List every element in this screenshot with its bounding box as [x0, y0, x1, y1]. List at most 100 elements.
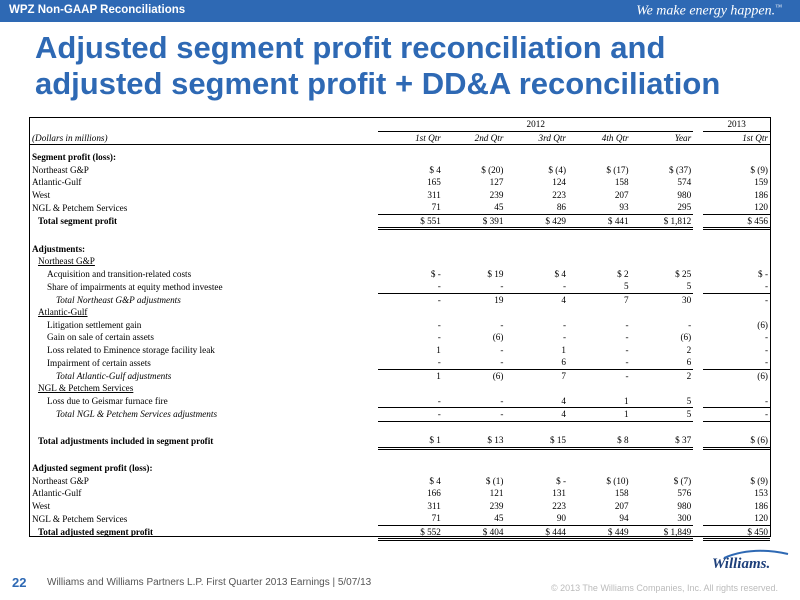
footer-text: Williams and Williams Partners L.P. Firs… [47, 577, 372, 588]
row-label: Impairment of certain assets [47, 357, 151, 368]
table-cell: 124 [552, 177, 567, 188]
table-cell: - [378, 407, 443, 422]
table-cell: $ 13 [442, 434, 506, 450]
table-row: Total NGL & Petchem Services adjustments… [30, 407, 770, 422]
table-row: Total Northeast G&P adjustments - 19 4 7 30 - [30, 293, 770, 306]
williams-logo: Williams. [712, 548, 789, 574]
table-cell: 90 [505, 512, 569, 526]
table-cell: $ 4 [429, 164, 441, 175]
table-cell: (6) [757, 370, 768, 381]
header-bar: WPZ Non-GAAP Reconciliations We make ene… [0, 0, 800, 22]
table-cell: - [764, 294, 768, 305]
table-row: Segment profit (loss): [30, 151, 770, 164]
row-label: Northeast G&P [38, 256, 95, 267]
table-cell: 45 [442, 201, 506, 215]
table-row: NGL & Petchem Services 71 45 90 94 300 120 [30, 512, 770, 526]
table-cell: - [442, 280, 506, 294]
row-label: Gain on sale of certain assets [47, 332, 154, 343]
row-label: Total segment profit [38, 216, 118, 227]
table-cell: 71 [378, 201, 443, 215]
table-cell: (6) [680, 332, 692, 343]
table-cell: 5 [630, 280, 694, 294]
table-row: Atlantic-Gulf [30, 306, 770, 319]
row-label: West [32, 500, 51, 511]
table-row: Atlantic-Gulf 165 127 124 158 574 159 [30, 176, 770, 189]
table-cell: - [442, 394, 506, 408]
table-cell: $ 37 [630, 434, 694, 450]
table-cell: 295 [630, 201, 694, 215]
table-row: Northeast G&P $ 4 $ (20) $ (4) $ (17) $ (37) $… [30, 164, 770, 177]
row-label: Total adjusted segment profit [38, 527, 154, 538]
logo-swoosh-icon [723, 549, 789, 559]
table-row: Acquisition and transition-related costs… [30, 268, 770, 281]
table-cell: $ - [430, 268, 441, 279]
table-cell: - [688, 319, 692, 330]
table-cell: - [378, 394, 443, 408]
table-cell: - [437, 294, 441, 305]
table-cell: 223 [552, 189, 567, 200]
table-cell: 1 [436, 370, 441, 381]
table-cell: - [625, 319, 629, 330]
table-cell: - [703, 356, 770, 370]
table-cell: $ (7) [673, 475, 692, 486]
table-cell: - [562, 332, 567, 343]
row-label: Loss due to Geismar furnace fire [47, 396, 168, 406]
column-header: 1st Qtr [378, 131, 443, 145]
table-cell: (6) [492, 370, 504, 381]
table-cell: $ 444 [505, 525, 569, 541]
table-cell: $ 429 [505, 214, 569, 230]
table-row: Gain on sale of certain assets - (6) - - (6) - [30, 331, 770, 344]
page-title: Adjusted segment profit reconciliation a… [35, 30, 721, 101]
table-cell: $ 19 [487, 268, 504, 279]
table-cell: 311 [427, 189, 441, 200]
table-cell: $ (9) [750, 475, 768, 486]
table-cell: 239 [489, 500, 504, 511]
table-cell: 207 [614, 500, 629, 511]
table-cell: 4 [505, 407, 569, 422]
table-cell: 311 [427, 500, 441, 511]
table-cell: 4 [561, 294, 567, 305]
table-cell: - [568, 356, 631, 370]
table-cell: $ 1,812 [630, 214, 694, 230]
table-cell: 1 [568, 407, 631, 422]
table-cell: 239 [489, 189, 504, 200]
table-row: NGL & Petchem Services [30, 382, 770, 395]
table-row: Impairment of certain assets - -6-6- [30, 356, 770, 370]
table-row [30, 448, 770, 462]
table-cell: 576 [677, 488, 692, 499]
table-cell: 574 [677, 177, 692, 188]
table-cell: $ - [758, 268, 768, 279]
table-cell: $ 441 [568, 214, 631, 230]
row-label: Total Atlantic-Gulf adjustments [56, 370, 172, 381]
company-tagline: We make energy happen.™ [636, 3, 782, 19]
year-header-row: 2012 2013 [30, 118, 770, 132]
row-label: Atlantic-Gulf [32, 488, 82, 499]
table-cell: 71 [378, 512, 443, 526]
table-cell: $ 4 [554, 268, 567, 279]
table-cell: $ 449 [568, 525, 631, 541]
column-header-row: (Dollars in millions) 1st Qtr 2nd Qtr 3r… [30, 131, 770, 145]
table-row: West 311 239 223 207 980 186 [30, 189, 770, 202]
table-cell: $ 1 [378, 434, 443, 450]
table-row: Share of impairments at equity method in… [30, 280, 770, 294]
table-cell: 159 [754, 177, 768, 188]
table-cell: 2 [686, 370, 692, 381]
table-cell: 207 [614, 189, 629, 200]
table-cell: 980 [677, 189, 692, 200]
column-header: 2nd Qtr [442, 131, 506, 145]
table-cell: 5 [630, 394, 694, 408]
table-cell: 30 [682, 294, 692, 305]
row-label: Acquisition and transition-related costs [47, 268, 192, 279]
table-row [30, 229, 770, 243]
table-cell: 1 [436, 344, 441, 355]
row-label: NGL & Petchem Services [32, 202, 128, 213]
table-cell: 5 [568, 280, 631, 294]
table-cell: 153 [754, 488, 768, 499]
table-cell: - [764, 344, 768, 355]
table-cell: 93 [568, 201, 631, 215]
row-label: Adjustments: [32, 243, 86, 254]
table-cell: 120 [703, 512, 770, 526]
table-cell: 131 [552, 488, 567, 499]
row-label: Atlantic-Gulf [32, 177, 82, 188]
logo-wordmark: Williams. [712, 556, 771, 572]
